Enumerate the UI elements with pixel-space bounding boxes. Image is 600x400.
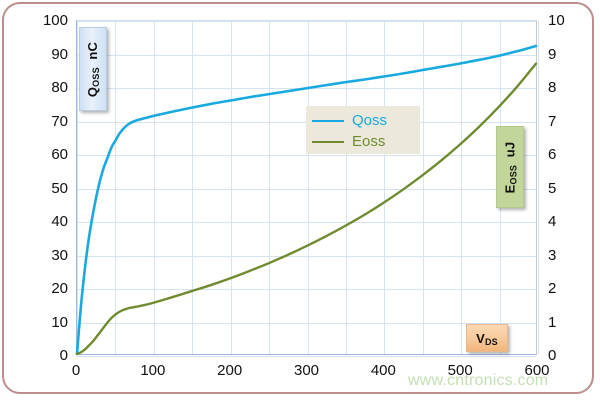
y-left-axis-title-unit: nC [85, 41, 101, 60]
y-left-tick-label: 80 [51, 79, 68, 96]
y-right-tick-label: 7 [548, 112, 557, 130]
y-left-axis-title: QOSS nC [79, 27, 107, 111]
plot-area [75, 20, 539, 357]
gridline-horizontal [77, 323, 536, 324]
gridline-vertical-minor [115, 21, 116, 354]
y-left-tick-label: 90 [51, 45, 68, 63]
y-right-axis-title-unit: uJ [502, 141, 518, 157]
gridline-vertical-minor [346, 21, 347, 354]
y-left-tick-label: 30 [51, 246, 68, 264]
gridline-horizontal [77, 21, 536, 22]
y-right-tick-label: 1 [548, 313, 557, 331]
legend-item[interactable]: Qoss [312, 110, 420, 131]
x-axis-title: VDS [466, 324, 508, 352]
y-left-axis-title-main: Q [85, 86, 101, 97]
gridline-horizontal [77, 189, 536, 190]
gridline-horizontal [77, 155, 536, 156]
y-left-tick-label: 50 [51, 179, 68, 197]
y-left-tick-label: 0 [59, 347, 68, 364]
gridline-vertical [308, 21, 309, 354]
y-left-tick-label: 20 [51, 280, 68, 297]
gridline-vertical [538, 21, 539, 354]
x-axis-title-sub: DS [484, 336, 498, 347]
gridline-horizontal [77, 356, 536, 357]
series-line-qoss [75, 44, 538, 356]
legend-label: Eoss [352, 133, 386, 150]
x-tick-label: 600 [524, 362, 550, 379]
y-right-tick-label: 3 [548, 246, 557, 264]
gridline-horizontal [77, 222, 536, 223]
y-left-tick-label: 100 [42, 12, 68, 29]
gridline-horizontal [77, 55, 536, 56]
x-tick-label: 100 [140, 362, 166, 379]
y-right-tick-label: 0 [548, 347, 557, 364]
y-left-axis-title-sub: OSS [91, 66, 102, 87]
legend-label: Qoss [352, 112, 388, 129]
legend: Qoss Eoss [306, 106, 420, 154]
gridline-vertical [384, 21, 385, 354]
y-left-tick-label: 70 [51, 112, 68, 130]
y-right-tick-label: 4 [548, 213, 557, 230]
legend-swatch [312, 140, 344, 143]
gridline-horizontal [77, 289, 536, 290]
series-line-eoss [75, 62, 538, 356]
y-left-tick-label: 10 [51, 313, 68, 331]
x-tick-label: 400 [370, 362, 396, 379]
y-right-tick-label: 8 [548, 79, 557, 96]
gridline-vertical [77, 21, 78, 354]
legend-swatch [312, 119, 344, 122]
gridline-vertical-minor [269, 21, 270, 354]
gridline-vertical-minor [423, 21, 424, 354]
y-right-axis-title-sub: OSS [508, 164, 519, 184]
y-right-tick-label: 5 [548, 179, 557, 197]
y-right-tick-label: 2 [548, 280, 557, 297]
x-tick-label: 200 [217, 362, 243, 379]
y-right-axis-title: EOSS uJ [496, 126, 524, 208]
y-left-tick-label: 60 [51, 146, 68, 163]
gridline-vertical [231, 21, 232, 354]
y-right-tick-label: 10 [548, 12, 565, 29]
gridline-vertical [154, 21, 155, 354]
legend-item[interactable]: Eoss [312, 131, 420, 152]
y-right-tick-label: 9 [548, 45, 557, 63]
y-left-tick-label: 40 [51, 213, 68, 230]
gridline-vertical-minor [192, 21, 193, 354]
x-tick-label: 300 [293, 362, 320, 379]
x-tick-label: 0 [71, 362, 81, 379]
data-curves [75, 44, 538, 356]
watermark: www.cntronics.com [408, 372, 549, 389]
gridline-vertical [461, 21, 462, 354]
y-right-axis-title-main: E [502, 183, 518, 193]
x-axis-title-main: V [476, 330, 485, 346]
x-tick-label: 500 [447, 362, 473, 379]
gridline-horizontal [77, 256, 536, 257]
y-right-tick-label: 6 [548, 146, 557, 163]
